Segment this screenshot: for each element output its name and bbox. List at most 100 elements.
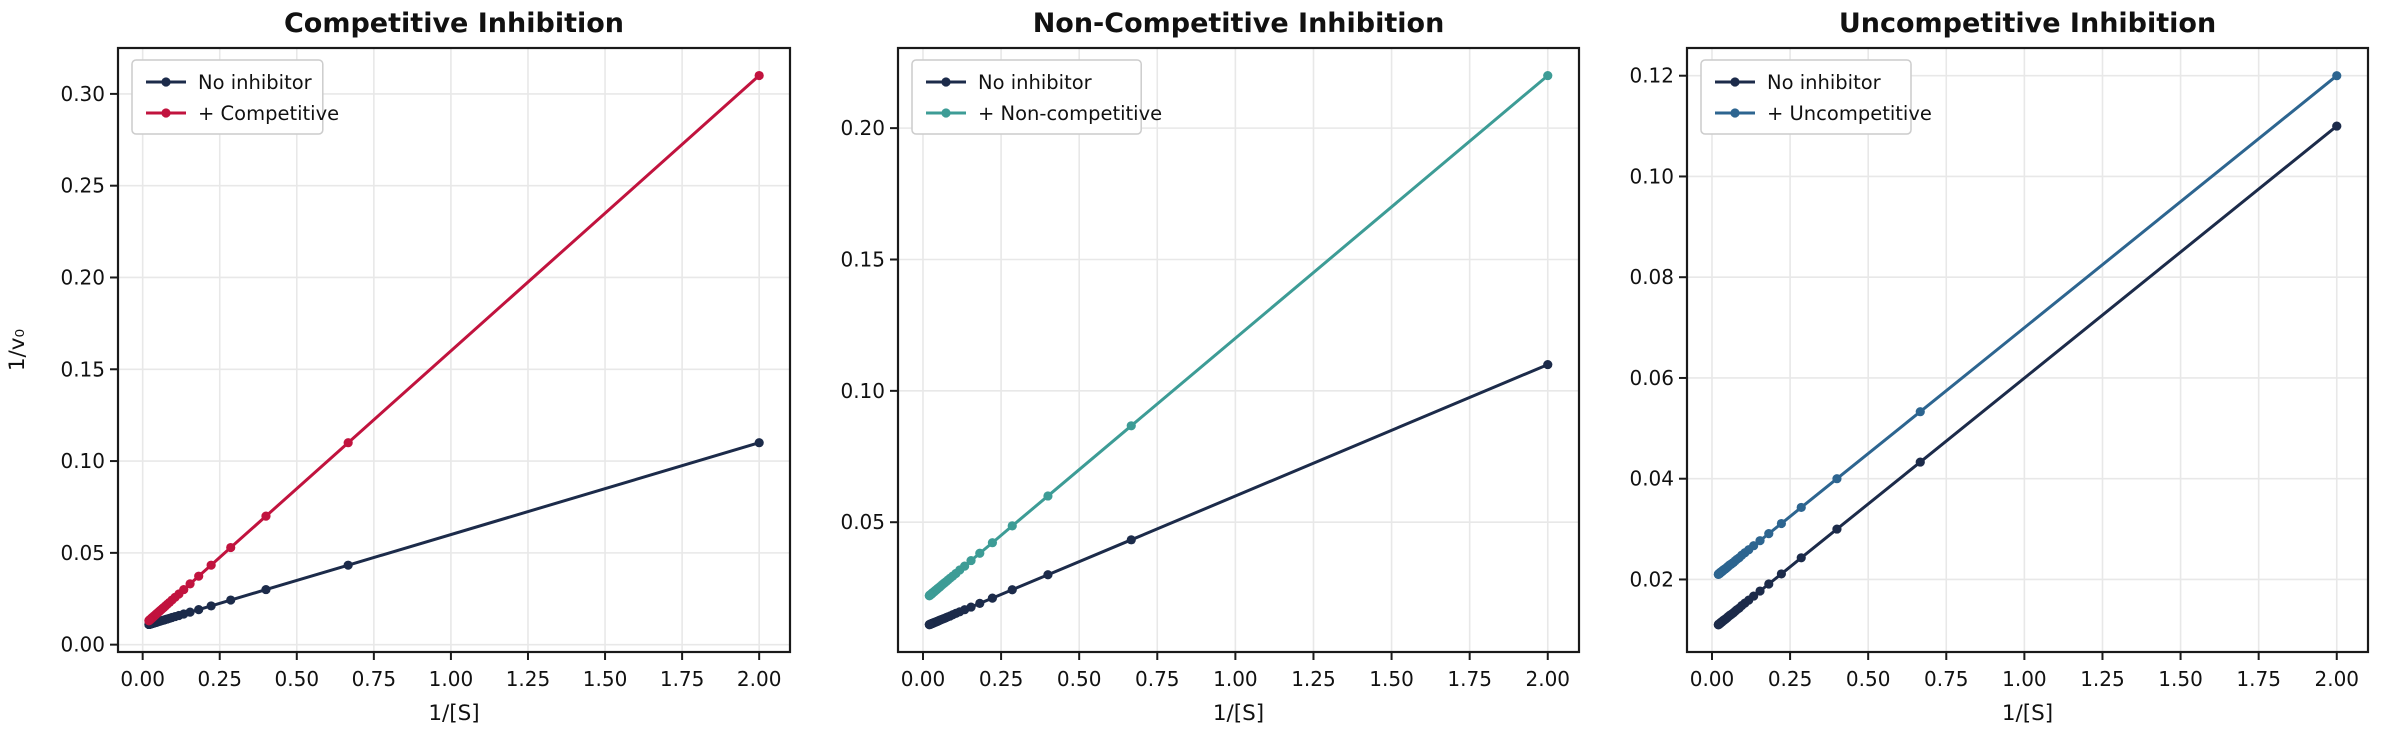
data-point	[924, 620, 934, 630]
x-tick-label: 1.25	[506, 667, 551, 691]
x-tick-label: 1.50	[1369, 667, 1414, 691]
chart-non-competitive-inhibition: 0.00 0.25 0.50 0.75 1.00 1.25 1.50 1.75 2.00 0.05…	[840, 8, 1581, 726]
x-tick-label: 1.75	[2236, 667, 2281, 691]
series-line	[927, 74, 1549, 598]
data-point	[261, 511, 271, 521]
y-tick-label: 0.12	[1629, 64, 1674, 88]
y-tick-label: 0.10	[1629, 164, 1674, 188]
x-tick-label: 0.00	[120, 667, 165, 691]
data-point	[1764, 579, 1774, 589]
y-tick-label: 0.10	[840, 379, 885, 403]
legend-box	[911, 59, 1142, 135]
data-point	[226, 595, 236, 605]
data-point	[1776, 569, 1787, 579]
x-tick-label: 1.50	[583, 667, 628, 691]
data-point	[206, 560, 216, 570]
data-point	[754, 70, 764, 81]
data-point	[1713, 569, 1723, 580]
legend-swatch-marker	[1730, 108, 1740, 118]
x-tick-label: 0.00	[1690, 667, 1735, 691]
data-point	[185, 579, 195, 589]
data-point	[975, 598, 985, 608]
x-tick-label: 0.25	[979, 667, 1024, 691]
series-line	[1716, 124, 2338, 627]
y-tick-label: 0.20	[60, 265, 105, 289]
x-tick-label: 2.00	[1525, 667, 1570, 691]
x-tick-label: 0.25	[197, 667, 242, 691]
subplot-uncompetitive: 0.00 0.25 0.50 0.75 1.00 1.25 1.50 1.75 2.00 0.02…	[1595, 4, 2384, 732]
gridlines	[1687, 48, 2368, 652]
data-point	[206, 601, 216, 611]
data-point	[194, 571, 204, 581]
data-point	[1776, 518, 1787, 529]
data-point	[343, 560, 353, 570]
legend-label: No inhibitor	[1767, 71, 1882, 94]
gridlines	[898, 48, 1579, 652]
x-tick-label: 0.50	[1057, 667, 1102, 691]
legend-label: No inhibitor	[198, 71, 313, 94]
data-point	[754, 438, 764, 448]
legend-swatch-marker	[161, 108, 171, 118]
y-tick-label: 0.20	[840, 116, 885, 140]
y-axis-label: 1/v₀	[5, 329, 30, 371]
plot-spines	[896, 46, 1581, 654]
x-axis-label: 1/[S]	[1213, 701, 1264, 726]
x-tick-label: 2.00	[737, 667, 782, 691]
data-point	[261, 584, 271, 595]
x-tick-label: 0.00	[901, 667, 946, 691]
y-tick-label: 0.05	[840, 510, 885, 534]
data-point	[987, 538, 998, 548]
y-tick-label: 0.06	[1629, 366, 1674, 390]
series-uncompetitive	[1713, 71, 2342, 580]
y-tick-label: 0.30	[60, 82, 105, 106]
data-point	[1007, 585, 1017, 595]
data-point	[194, 604, 204, 615]
data-point	[1755, 536, 1765, 546]
y-tick-label: 0.15	[840, 247, 885, 271]
legend-label: + Uncompetitive	[1767, 102, 1932, 125]
x-tick-label: 1.00	[2002, 667, 2047, 691]
x-tick-label: 1.25	[2080, 667, 2125, 691]
y-tick-label: 0.10	[60, 449, 105, 473]
data-point	[1915, 407, 1925, 417]
data-point	[1043, 491, 1053, 501]
series-line	[147, 441, 760, 626]
legend-swatch-marker	[941, 108, 951, 118]
x-tick-label: 0.50	[1846, 667, 1891, 691]
data-point	[1764, 529, 1774, 539]
axis-ticks: 0.00 0.25 0.50 0.75 1.00 1.25 1.50 1.75 2.00 0.05…	[840, 116, 1570, 691]
data-point	[975, 548, 985, 558]
x-tick-label: 1.00	[429, 667, 474, 691]
data-point	[1755, 586, 1765, 596]
y-tick-label: 0.15	[60, 357, 105, 381]
data-point	[966, 555, 976, 566]
data-point	[1007, 521, 1017, 531]
legend-swatch-marker	[941, 77, 951, 87]
series-no-inhibitor	[144, 438, 764, 630]
x-tick-label: 0.75	[352, 667, 397, 691]
x-tick-label: 2.00	[2314, 667, 2359, 691]
x-tick-label: 0.75	[1135, 667, 1180, 691]
data-point	[1043, 570, 1053, 580]
legend-swatch-marker	[161, 77, 171, 87]
x-tick-label: 0.25	[1768, 667, 1813, 691]
chart-uncompetitive-inhibition: 0.00 0.25 0.50 0.75 1.00 1.25 1.50 1.75 2.00 0.02…	[1629, 8, 2370, 726]
legend: No inhibitor + Competitive	[131, 59, 339, 135]
series-no-inhibitor	[924, 359, 1553, 630]
legend-label: + Competitive	[198, 102, 339, 125]
plot-spines	[116, 46, 792, 654]
data-point	[1126, 535, 1136, 545]
series-non-competitive	[924, 70, 1553, 601]
y-tick-label: 0.05	[60, 541, 105, 565]
chart-competitive-inhibition: 0.00 0.25 0.50 0.75 1.00 1.25 1.50 1.75 2.00 0.00…	[5, 8, 792, 726]
data-point	[1832, 524, 1842, 534]
x-axis-label: 1/[S]	[2002, 701, 2053, 726]
data-point	[226, 542, 236, 553]
data-point	[924, 591, 934, 601]
series-no-inhibitor	[1713, 121, 2342, 630]
axis-ticks: 0.00 0.25 0.50 0.75 1.00 1.25 1.50 1.75 2.00 0.00…	[60, 82, 781, 691]
legend: No inhibitor + Uncompetitive	[1700, 59, 1932, 135]
data-point	[1915, 457, 1925, 467]
y-tick-label: 0.02	[1629, 567, 1674, 591]
